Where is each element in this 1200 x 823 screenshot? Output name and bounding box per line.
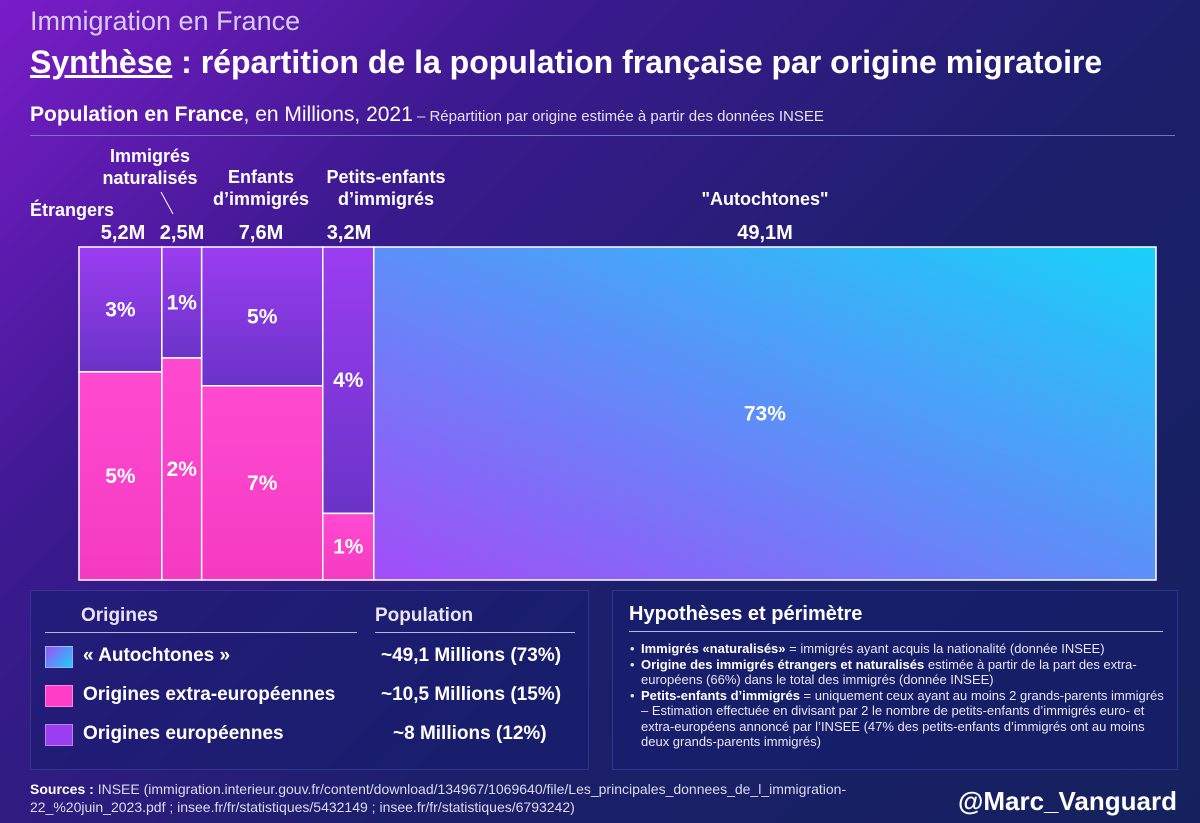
category-label-petits-enfants: Petits-enfants d’immigrés	[326, 167, 446, 209]
hypotheses-title: Hypothèses et périmètre	[629, 603, 863, 625]
hypotheses-panel: Hypothèses et périmètre Immigrés «natura…	[612, 590, 1178, 770]
treemap-cell-2-0	[200, 246, 324, 387]
sources-text: INSEE (immigration.interieur.gouv.fr/con…	[30, 781, 847, 815]
treemap-cell-label-0-0: 3%	[105, 298, 136, 321]
treemap-cell-label-1-1: 2%	[167, 458, 198, 481]
treemap-chart: 3% 5% 1% 2% 5% 7% 4% 1% 73%	[78, 246, 1157, 581]
treemap-cell-label-3-1: 1%	[333, 536, 364, 559]
legend-population-rule	[375, 632, 575, 633]
legend-origins-header: Origines	[81, 605, 159, 626]
legend-population-europeennes: ~8 Millions (12%)	[393, 723, 547, 744]
hypothesis-item: Immigrés «naturalisés» = immigrés ayant …	[629, 641, 1165, 657]
sources-label: Sources :	[30, 781, 94, 797]
treemap-cell-label-1-0: 1%	[167, 292, 198, 315]
legend-origins-rule	[45, 632, 357, 633]
swatch-europeennes	[45, 724, 73, 746]
hypothesis-text: = immigrés ayant acquis la nationalité (…	[785, 641, 1105, 656]
category-total-etrangers: 5,2M	[100, 222, 146, 244]
hypothesis-text: = uniquement ceux ayant au moins 2 grand…	[641, 687, 1164, 750]
title-rule	[30, 135, 1175, 136]
treemap-cell-1-0	[161, 246, 203, 359]
legend-panel: Origines Population « Autochtones » ~49,…	[30, 590, 589, 770]
treemap-cell-2-1	[200, 385, 324, 581]
kicker-title: Immigration en France	[30, 6, 301, 36]
treemap-cell-label-2-0: 5%	[247, 305, 278, 328]
naturalises-leader-line	[160, 191, 174, 215]
treemap-cell-3-1	[322, 512, 375, 581]
subtitle-rest: , en Millions, 2021	[243, 103, 413, 126]
treemap-cell-0-0	[78, 246, 163, 373]
category-label-naturalises: Immigrés naturalisés	[102, 146, 198, 188]
sources: Sources : INSEE (immigration.interieur.g…	[30, 780, 930, 816]
hypothesis-term: Petits-enfants d’immigrés	[641, 687, 800, 703]
category-total-autochtones: 49,1M	[737, 222, 793, 244]
category-total-enfants: 7,6M	[238, 222, 284, 244]
category-total-petits-enfants: 3,2M	[326, 222, 372, 244]
category-total-naturalises: 2,5M	[159, 222, 205, 244]
legend-label: Origines européennes	[83, 723, 284, 744]
legend-population-header: Population	[375, 605, 474, 626]
hypotheses-rule	[629, 631, 1163, 632]
title-underlined: Synthèse	[30, 44, 173, 80]
category-label-enfants: Enfants d’immigrés	[212, 167, 310, 209]
hypothesis-term: Immigrés «naturalisés»	[641, 641, 786, 656]
hypotheses-list: Immigrés «naturalisés» = immigrés ayant …	[629, 641, 1165, 750]
title-rest: : répartition de la population française…	[172, 44, 1103, 80]
treemap-cell-label-0-1: 5%	[105, 465, 136, 488]
swatch-extra-europeennes	[45, 685, 73, 707]
treemap-cell-3-0	[322, 246, 375, 515]
subtitle: Population en France, en Millions, 2021 …	[30, 103, 824, 127]
treemap-cell-1-1	[161, 357, 203, 581]
category-label-autochtones: "Autochtones"	[701, 189, 829, 209]
legend-label: Origines extra-européennes	[83, 684, 336, 705]
hypothesis-text: estimée à partir de la part des extra-eu…	[641, 656, 1137, 688]
legend-label: « Autochtones »	[83, 645, 231, 666]
category-label-etrangers: Étrangers	[29, 200, 115, 220]
author-handle: @Marc_Vanguard	[958, 786, 1177, 816]
swatch-autochtones	[45, 646, 73, 668]
legend-population-autochtones: ~49,1 Millions (73%)	[381, 645, 562, 666]
hypothesis-item: Origine des immigrés étrangers et natura…	[629, 657, 1165, 688]
hypothesis-term: Origine des immigrés étrangers et natura…	[641, 656, 925, 672]
treemap-cell-label-2-1: 7%	[247, 472, 278, 495]
main-title: Synthèse : répartition de la population …	[30, 44, 1102, 81]
treemap-cell-4-0	[372, 246, 1157, 581]
subtitle-note: – Répartition par origine estimée à part…	[412, 108, 824, 125]
legend-population-extra-europeennes: ~10,5 Millions (15%)	[381, 684, 562, 705]
hypothesis-item: Petits-enfants d’immigrés = uniquement c…	[629, 688, 1165, 750]
treemap-cell-label-4-0: 73%	[744, 403, 786, 426]
treemap-cell-label-3-0: 4%	[333, 369, 364, 392]
subtitle-bold: Population en France	[30, 103, 244, 126]
